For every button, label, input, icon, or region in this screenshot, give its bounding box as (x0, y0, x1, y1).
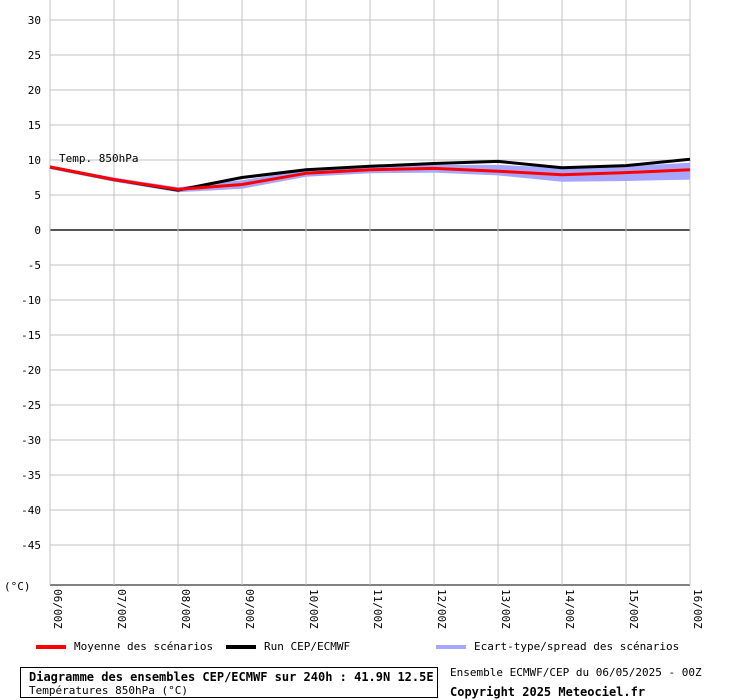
legend-swatch-spread (436, 645, 466, 649)
x-tick-label: 06/00Z (51, 589, 64, 629)
x-tick-label: 13/00Z (499, 589, 512, 629)
y-tick-label: 0 (34, 224, 41, 237)
y-tick-labels: 30 25 20 15 10 5 0 -5 -10 -15 -20 -25 -30 -35 -40 -45 (21, 14, 41, 552)
grid-lines (49, 0, 691, 586)
y-tick-label: -5 (28, 259, 41, 272)
y-tick-label: 15 (28, 119, 41, 132)
run-info: Ensemble ECMWF/CEP du 06/05/2025 - 00Z (450, 666, 702, 679)
annotation-label: Temp. 850hPa (59, 152, 138, 165)
y-tick-label: -40 (21, 504, 41, 517)
copyright: Copyright 2025 Meteociel.fr (450, 685, 646, 699)
x-tick-labels: 06/00Z 07/00Z 08/00Z 09/00Z 10/00Z 11/00Z 12/0… (51, 589, 704, 629)
legend-mean: Moyenne des scénarios (36, 640, 213, 653)
chart-title: Diagramme des ensembles CEP/ECMWF sur 24… (29, 670, 434, 684)
y-tick-label: -15 (21, 329, 41, 342)
y-tick-label: -35 (21, 469, 41, 482)
x-tick-label: 07/00Z (115, 589, 128, 629)
x-tick-label: 10/00Z (307, 589, 320, 629)
x-tick-label: 09/00Z (243, 589, 256, 629)
legend-label-spread: Ecart-type/spread des scénarios (474, 640, 680, 653)
y-tick-label: -20 (21, 364, 41, 377)
chart-subtitle: Températures 850hPa (°C) (29, 684, 188, 697)
ensemble-chart: 30 25 20 15 10 5 0 -5 -10 -15 -20 -25 -30 -35 -40 -45 0… (4, 0, 704, 629)
y-tick-label: 25 (28, 49, 41, 62)
legend-run: Run CEP/ECMWF (226, 640, 350, 653)
y-tick-label: -45 (21, 539, 41, 552)
y-unit-label: (°C) (4, 580, 31, 593)
chart-title-box: Diagramme des ensembles CEP/ECMWF sur 24… (20, 667, 438, 698)
x-tick-label: 15/00Z (627, 589, 640, 629)
y-tick-label: -30 (21, 434, 41, 447)
x-tick-label: 12/00Z (435, 589, 448, 629)
legend-label-mean: Moyenne des scénarios (74, 640, 214, 653)
legend-spread: Ecart-type/spread des scénarios (436, 640, 679, 653)
y-tick-label: 20 (28, 84, 41, 97)
x-tick-label: 08/00Z (179, 589, 192, 629)
y-tick-label: 30 (28, 14, 41, 27)
mean-line (49, 165, 691, 191)
x-tick-label: 14/00Z (563, 589, 576, 629)
legend-swatch-mean (36, 645, 66, 649)
x-tick-label: 11/00Z (371, 589, 384, 629)
legend-label-run: Run CEP/ECMWF (264, 640, 351, 653)
series-lines (49, 157, 691, 192)
y-tick-label: -10 (21, 294, 41, 307)
x-tick-label: 16/00Z (691, 589, 704, 629)
y-tick-label: 5 (34, 189, 41, 202)
legend-swatch-run (226, 645, 256, 649)
y-tick-label: 10 (28, 154, 41, 167)
y-tick-label: -25 (21, 399, 41, 412)
